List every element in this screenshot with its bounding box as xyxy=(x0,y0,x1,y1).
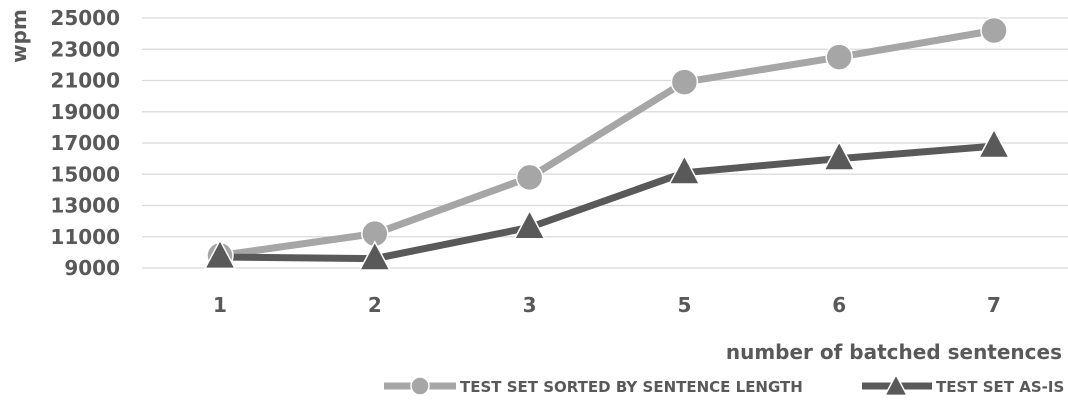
y-tick-label-25000: 25000 xyxy=(50,6,120,30)
x-tick-label-1: 1 xyxy=(213,293,227,317)
gridlines xyxy=(142,17,1068,269)
series-line-0 xyxy=(216,27,998,259)
data-point-s0-6 xyxy=(825,43,853,71)
y-tick-label-23000: 23000 xyxy=(50,37,120,61)
y-tick-label-15000: 15000 xyxy=(50,162,120,186)
data-point-s0-7 xyxy=(980,16,1008,45)
y-axis-label: wpm xyxy=(7,9,31,63)
legend-item-sorted: TEST SET SORTED BY SENTENCE LENGTH xyxy=(384,376,803,396)
x-tick-label-7: 7 xyxy=(987,293,1001,317)
legend-label-asis: TEST SET AS-IS xyxy=(936,378,1064,396)
x-tick-label-6: 6 xyxy=(832,293,846,317)
y-tick-label-17000: 17000 xyxy=(50,131,120,155)
data-point-s1-1 xyxy=(203,238,237,270)
x-tick-label-2: 2 xyxy=(368,293,382,317)
x-axis-ticks: 1 2 3 5 6 7 xyxy=(213,293,1001,317)
y-axis-ticks: 9000 11000 13000 15000 17000 19000 21000 23000 2… xyxy=(50,6,120,280)
legend-triangle-marker xyxy=(883,373,909,397)
data-point-s1-2 xyxy=(358,240,392,271)
x-tick-label-3: 3 xyxy=(523,293,537,317)
data-point-s1-3 xyxy=(513,209,546,240)
x-tick-label-5: 5 xyxy=(677,293,691,317)
y-tick-label-13000: 13000 xyxy=(50,194,120,218)
legend: TEST SET SORTED BY SENTENCE LENGTH TEST … xyxy=(384,373,1064,397)
series-line-1 xyxy=(216,142,998,263)
legend-marker-sorted xyxy=(384,376,456,396)
data-point-s1-5 xyxy=(668,154,701,185)
legend-label-sorted: TEST SET SORTED BY SENTENCE LENGTH xyxy=(460,378,803,396)
data-point-s0-5 xyxy=(670,68,699,96)
series-lines xyxy=(216,27,998,263)
legend-marker-asis xyxy=(862,373,932,397)
y-tick-label-21000: 21000 xyxy=(50,69,120,93)
data-point-s0-3 xyxy=(515,163,544,192)
y-tick-label-9000: 9000 xyxy=(64,256,120,280)
data-point-s1-7 xyxy=(977,127,1011,159)
y-tick-label-11000: 11000 xyxy=(50,225,120,249)
x-axis-label: number of batched sentences xyxy=(726,340,1062,364)
y-tick-label-19000: 19000 xyxy=(50,100,120,124)
legend-item-asis: TEST SET AS-IS xyxy=(862,373,1064,397)
data-point-s1-6 xyxy=(822,140,856,171)
legend-circle-marker xyxy=(410,376,430,396)
series-markers xyxy=(203,16,1011,271)
